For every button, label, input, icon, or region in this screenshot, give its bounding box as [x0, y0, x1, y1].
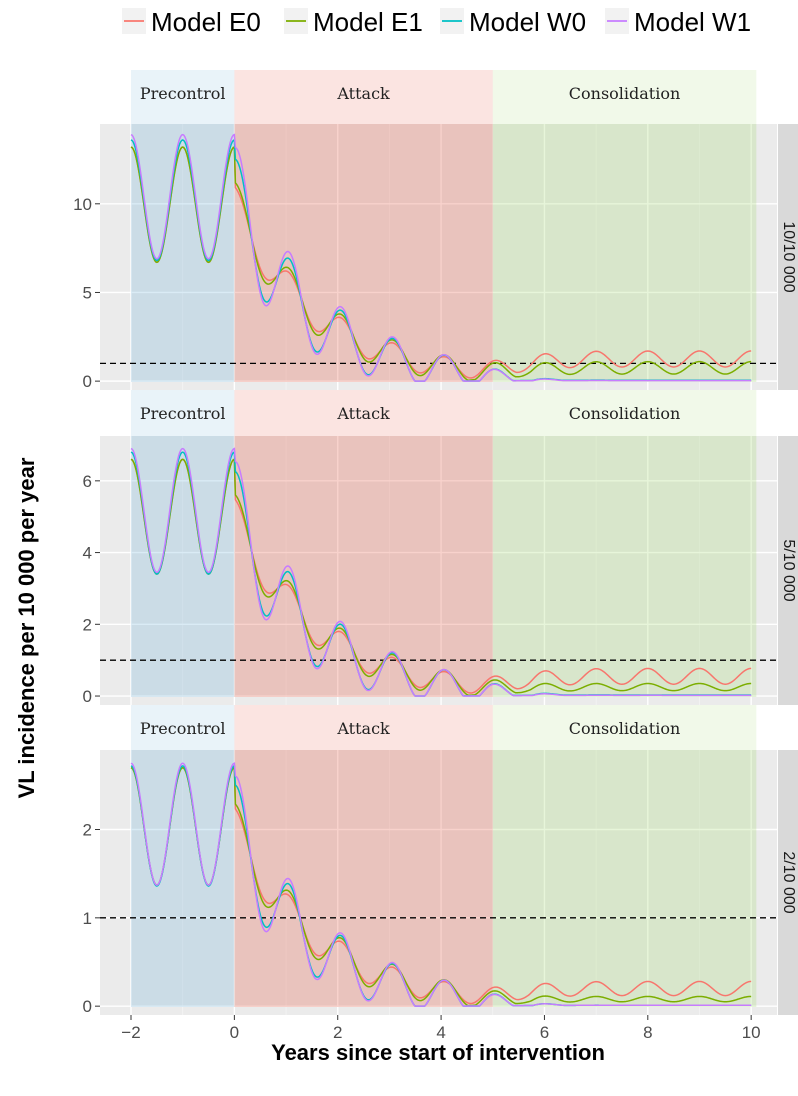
- facet-strip-label: 5/10 000: [780, 539, 797, 601]
- y-tick-label: 2: [83, 821, 92, 840]
- legend-item: Model W0: [440, 7, 586, 37]
- phase-band: [131, 436, 235, 697]
- y-tick-label: 6: [83, 472, 92, 491]
- y-tick-label: 0: [83, 372, 92, 391]
- y-tick-label: 5: [83, 283, 92, 302]
- phase-label: Precontrol: [140, 719, 226, 738]
- x-tick-label: 0: [230, 1023, 239, 1042]
- legend-label: Model E1: [313, 7, 423, 37]
- phase-header: [234, 705, 493, 750]
- y-tick-label: 1: [83, 909, 92, 928]
- x-tick-label: 4: [436, 1023, 445, 1042]
- phase-header: [234, 70, 493, 124]
- legend-label: Model W1: [634, 7, 751, 37]
- phase-band: [492, 750, 757, 1007]
- legend-item: Model W1: [605, 7, 751, 37]
- y-tick-label: 4: [83, 544, 92, 563]
- phase-band: [492, 436, 757, 697]
- y-tick-label: 10: [73, 195, 92, 214]
- phase-label: Attack: [336, 719, 390, 738]
- x-tick-label: 6: [540, 1023, 549, 1042]
- facet-panel: Precontrol Attack Consolidation 0 2 4 6 5/10 00…: [83, 390, 798, 706]
- legend: Model E0 Model E1 Model W0 Model W1: [122, 7, 751, 37]
- series-line: [130, 133, 752, 382]
- phase-band: [131, 750, 235, 1007]
- phase-band: [234, 750, 493, 1007]
- phase-band: [234, 436, 493, 697]
- y-tick-label: 0: [83, 997, 92, 1016]
- x-tick-label: 2: [333, 1023, 342, 1042]
- legend-item: Model E1: [284, 7, 423, 37]
- facet-panel: Precontrol Attack Consolidation 0 5 10 10/10 0…: [73, 70, 798, 391]
- phase-label: Consolidation: [569, 84, 681, 103]
- phase-header: [131, 70, 235, 124]
- phase-header: [492, 705, 757, 750]
- facet-strip: [778, 750, 798, 1015]
- facet-strip-label: 2/10 000: [780, 851, 797, 913]
- phase-label: Consolidation: [569, 404, 681, 423]
- legend-label: Model W0: [469, 7, 586, 37]
- legend-label: Model E0: [151, 7, 261, 37]
- x-axis: −2 0 2 4 6 8 10: [121, 1015, 761, 1042]
- x-tick-label: 8: [643, 1023, 652, 1042]
- phase-header: [131, 705, 235, 750]
- x-tick-label: −2: [121, 1023, 140, 1042]
- y-tick-label: 2: [83, 615, 92, 634]
- y-axis-title: VL incidence per 10 000 per year: [14, 457, 39, 798]
- y-tick-label: 0: [83, 687, 92, 706]
- phase-band: [492, 124, 757, 382]
- phase-label: Precontrol: [140, 404, 226, 423]
- phase-label: Consolidation: [569, 719, 681, 738]
- x-tick-label: 10: [742, 1023, 761, 1042]
- phase-band: [131, 124, 235, 382]
- legend-item: Model E0: [122, 7, 261, 37]
- series-line: [130, 762, 752, 1007]
- x-axis-title: Years since start of intervention: [271, 1040, 605, 1065]
- phase-label: Precontrol: [140, 84, 226, 103]
- facet-panel: Precontrol Attack Consolidation 0 1 2 2/10 000: [83, 705, 798, 1016]
- phase-header: [234, 390, 493, 436]
- phase-header: [492, 70, 757, 124]
- phase-label: Attack: [336, 404, 390, 423]
- phase-band: [234, 124, 493, 382]
- panel-background: [100, 750, 777, 1015]
- facet-strip: [778, 436, 798, 705]
- phase-header: [492, 390, 757, 436]
- series-line: [130, 447, 752, 697]
- phase-header: [131, 390, 235, 436]
- facet-strip: [778, 124, 798, 390]
- facet-strip-label: 10/10 000: [780, 221, 797, 292]
- phase-label: Attack: [336, 84, 390, 103]
